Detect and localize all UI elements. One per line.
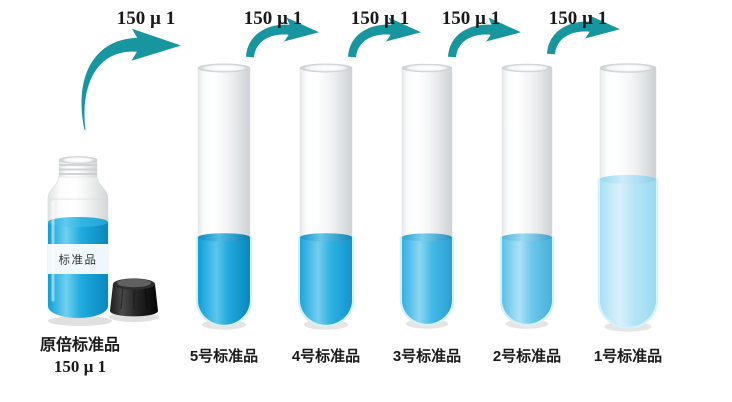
svg-text:3号标准品: 3号标准品: [393, 347, 461, 365]
svg-text:150 µ 1: 150 µ 1: [117, 8, 175, 29]
svg-text:150 µ 1: 150 µ 1: [54, 357, 106, 376]
svg-text:4号标准品: 4号标准品: [292, 347, 360, 365]
svg-text:标准品: 标准品: [59, 254, 98, 267]
svg-text:5号标准品: 5号标准品: [190, 347, 258, 365]
svg-text:原倍标准品: 原倍标准品: [40, 335, 120, 354]
svg-text:2号标准品: 2号标准品: [493, 347, 561, 365]
svg-text:150 µ 1: 150 µ 1: [351, 8, 409, 29]
svg-text:150 µ 1: 150 µ 1: [442, 8, 500, 29]
svg-text:1号标准品: 1号标准品: [594, 347, 662, 365]
svg-text:150 µ 1: 150 µ 1: [549, 8, 607, 29]
svg-text:150 µ 1: 150 µ 1: [244, 8, 302, 29]
